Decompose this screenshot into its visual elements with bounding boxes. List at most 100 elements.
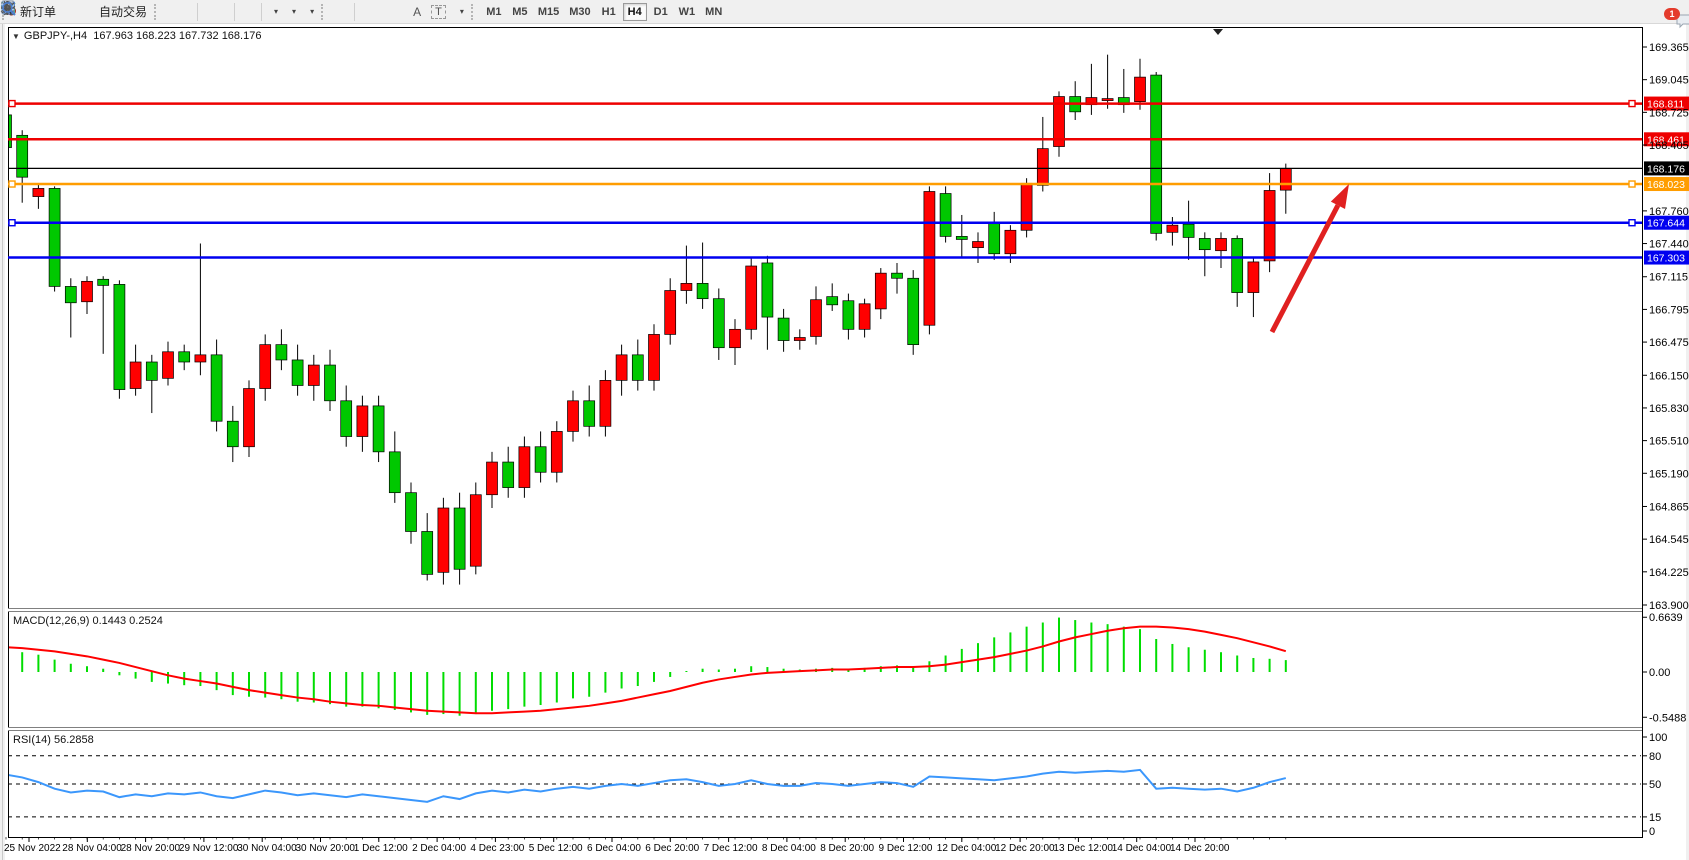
fibonacci-tool-button[interactable]: F [1,2,408,22]
svg-text:12 Dec 04:00: 12 Dec 04:00 [937,843,997,854]
macd-indicator-label: MACD(12,26,9) 0.1443 0.2524 [13,615,163,627]
zoom-out-button[interactable] [2,2,221,22]
signal-button[interactable] [1,1,91,22]
svg-text:14 Dec 20:00: 14 Dec 20:00 [1170,843,1230,854]
charts-window-button[interactable] [1,1,81,22]
svg-text:165.190: 165.190 [1649,468,1689,480]
arrow-annotation[interactable] [1269,184,1349,334]
svg-text:9 Dec 12:00: 9 Dec 12:00 [879,843,933,854]
toolbar-grip[interactable] [321,3,329,20]
svg-text:166.795: 166.795 [1649,304,1689,316]
svg-text:6 Dec 20:00: 6 Dec 20:00 [645,843,699,854]
price-lines-layer[interactable]: 168.811 168.461 168.176 168.023 167.644 167.3… [8,96,1689,265]
zoom-in-button[interactable] [2,2,211,22]
timeframe-button-H4[interactable]: H4 [622,3,647,21]
line-handle [1628,180,1636,188]
svg-text:E: E [10,11,14,16]
toolbar-grip[interactable] [470,3,479,20]
toolbar-grip[interactable] [154,3,162,20]
new-order-button[interactable]: 新订单 [2,0,61,22]
svg-text:29 Nov 12:00: 29 Nov 12:00 [179,843,239,854]
svg-text:167.303: 167.303 [1647,253,1685,265]
crosshair-tool-button[interactable] [1,1,351,22]
timeframe-button-D1[interactable]: D1 [649,3,673,21]
svg-text:164.545: 164.545 [1649,534,1689,546]
chevron-down-icon: ▾ [292,7,297,16]
svg-text:165.510: 165.510 [1649,436,1689,448]
line-handle [8,99,16,108]
timeframe-button-M5[interactable]: M5 [508,3,532,21]
rsi-layer [9,755,1641,818]
periods-dropdown[interactable]: ▾ [1,1,301,22]
rsi-indicator-label: RSI(14) 56.2858 [13,734,94,746]
collapse-triangle-icon[interactable]: ▼ [12,32,20,41]
trendline-tool-button[interactable] [1,2,388,22]
cursor-tool-button[interactable] [4,1,341,22]
chart-shift-button[interactable] [2,2,258,22]
svg-text:167.115: 167.115 [1649,272,1688,284]
macd-values: 0.1443 0.2524 [92,615,163,627]
svg-text:50: 50 [1649,779,1661,791]
chart-shift-marker [1213,29,1223,35]
svg-text:0.6639: 0.6639 [1649,612,1683,624]
macd-signal-line [9,625,1287,715]
arrows-tool-dropdown[interactable]: ▾ [3,2,469,22]
timeframe-button-MN[interactable]: MN [701,3,726,21]
svg-text:8 Dec 04:00: 8 Dec 04:00 [762,843,816,854]
svg-text:7 Dec 12:00: 7 Dec 12:00 [704,843,758,854]
svg-text:168.405: 168.405 [1649,140,1689,152]
vertical-line-tool-button[interactable] [6,1,368,22]
text-tool-button[interactable]: A [408,2,426,22]
svg-text:168.725: 168.725 [1649,107,1689,119]
main-toolbar: 新订单 自动交易 ▾ ▾ ▾ [0,0,1689,28]
line-handle [8,219,16,227]
chart-frame [8,27,1643,838]
svg-text:168.811: 168.811 [1647,99,1684,111]
svg-text:169.045: 169.045 [1649,75,1689,87]
search-button[interactable] [2,2,1675,22]
svg-text:166.475: 166.475 [1649,337,1689,349]
svg-text:30 Nov 20:00: 30 Nov 20:00 [296,843,356,854]
chevron-down-icon: ▾ [310,7,315,16]
chevron-down-icon: ▾ [459,7,464,16]
svg-text:-0.5488: -0.5488 [1649,712,1686,724]
chat-badge: 1 [1664,7,1680,20]
svg-text:8 Dec 20:00: 8 Dec 20:00 [820,843,874,854]
timeframe-button-W1[interactable]: W1 [675,3,700,21]
line-handle [1628,99,1636,108]
templates-dropdown[interactable]: ▾ [1,2,319,22]
bar-chart-button[interactable] [2,2,174,22]
svg-text:28 Nov 04:00: 28 Nov 04:00 [62,843,122,854]
timeframe-button-M1[interactable]: M1 [482,3,506,21]
svg-text:15: 15 [1649,812,1661,824]
line-handle [1628,219,1636,227]
tile-windows-button[interactable] [2,2,231,22]
macd-layer [9,617,1287,716]
timeframe-button-M15[interactable]: M15 [534,3,563,21]
svg-text:168.023: 168.023 [1647,179,1685,191]
new-chart-dropdown[interactable]: ▾ [2,0,283,22]
autotrade-button[interactable]: 自动交易 [1,1,152,22]
svg-text:80: 80 [1649,751,1661,763]
mql-button[interactable] [2,1,71,22]
channel-tool-button[interactable]: E [0,2,398,22]
timeframe-toolbar: M1 M5 M15 M30 H1 H4 D1 W1 MN [481,2,727,21]
svg-text:168.461: 168.461 [1647,134,1685,146]
svg-text:100: 100 [1649,732,1667,744]
price-axis[interactable]: 169.365 169.045 168.725 168.405 167.760 167.4… [1642,42,1689,838]
auto-scroll-button[interactable] [2,2,248,22]
svg-text:13 Dec 12:00: 13 Dec 12:00 [1053,843,1113,854]
svg-text:163.900: 163.900 [1649,600,1689,612]
svg-text:14 Dec 04:00: 14 Dec 04:00 [1112,843,1172,854]
candlestick-chart-button[interactable] [2,1,184,22]
timeframe-button-H1[interactable]: H1 [597,3,621,21]
horizontal-line-tool-button[interactable] [1,2,378,22]
timeframe-button-M30[interactable]: M30 [565,3,594,21]
svg-text:30 Nov 04:00: 30 Nov 04:00 [237,843,297,854]
text-label-tool-button[interactable]: T [426,2,451,22]
line-chart-button[interactable] [1,2,194,22]
svg-text:1 Dec 12:00: 1 Dec 12:00 [354,843,408,854]
svg-text:166.150: 166.150 [1649,370,1689,382]
